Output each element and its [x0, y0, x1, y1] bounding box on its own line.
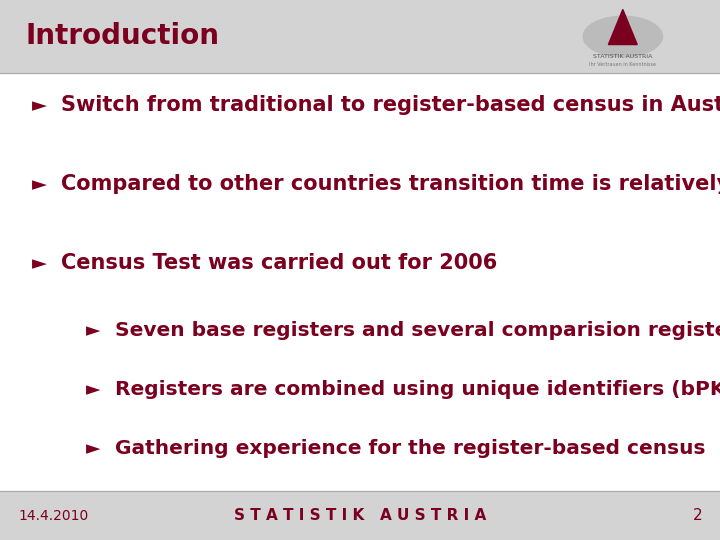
- Text: ►: ►: [32, 96, 48, 115]
- Text: Registers are combined using unique identifiers (bPK): Registers are combined using unique iden…: [115, 380, 720, 399]
- Text: S T A T I S T I K   A U S T R I A: S T A T I S T I K A U S T R I A: [234, 508, 486, 523]
- Text: Seven base registers and several comparision registers: Seven base registers and several compari…: [115, 321, 720, 340]
- Text: ►: ►: [86, 321, 101, 340]
- Text: Introduction: Introduction: [25, 23, 219, 50]
- Text: 2: 2: [693, 508, 702, 523]
- Text: ►: ►: [32, 254, 48, 273]
- Text: Census Test was carried out for 2006: Census Test was carried out for 2006: [61, 253, 498, 273]
- Text: ►: ►: [86, 440, 101, 458]
- Text: Gathering experience for the register-based census: Gathering experience for the register-ba…: [115, 440, 706, 458]
- Text: 14.4.2010: 14.4.2010: [18, 509, 89, 523]
- Ellipse shape: [583, 16, 662, 57]
- Text: ►: ►: [86, 380, 101, 399]
- Bar: [0, 0, 720, 73]
- Bar: [0, 491, 720, 540]
- Text: Compared to other countries transition time is relatively short: Compared to other countries transition t…: [61, 174, 720, 194]
- Polygon shape: [608, 9, 637, 45]
- Text: ►: ►: [32, 175, 48, 194]
- Text: Ihr Vertrauen in Kenntnisse: Ihr Vertrauen in Kenntnisse: [589, 62, 657, 67]
- Text: STATISTIK AUSTRIA: STATISTIK AUSTRIA: [593, 55, 652, 59]
- Text: Switch from traditional to register-based census in Austria 2011: Switch from traditional to register-base…: [61, 95, 720, 116]
